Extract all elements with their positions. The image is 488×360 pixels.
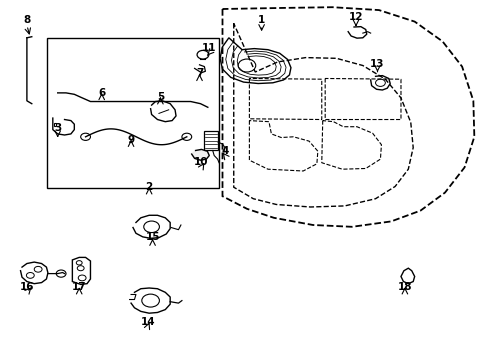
Text: 5: 5 [157,91,163,102]
Text: 16: 16 [20,282,34,292]
Text: 6: 6 [98,88,105,98]
Text: 8: 8 [23,15,30,25]
Text: 14: 14 [140,317,155,327]
Text: 10: 10 [194,157,208,167]
Text: 13: 13 [369,59,384,69]
Text: 17: 17 [72,282,86,292]
Text: 4: 4 [221,145,228,156]
Text: 12: 12 [348,12,363,22]
Text: 7: 7 [195,68,203,78]
Text: 18: 18 [397,282,411,292]
Bar [204,131,218,150]
Polygon shape [191,149,209,160]
Bar [47,38,219,188]
Text: 2: 2 [145,181,152,192]
Text: 1: 1 [258,15,264,25]
Text: 11: 11 [202,43,216,53]
Text: 15: 15 [145,232,160,242]
Text: 9: 9 [127,135,134,145]
Text: 3: 3 [54,123,61,133]
